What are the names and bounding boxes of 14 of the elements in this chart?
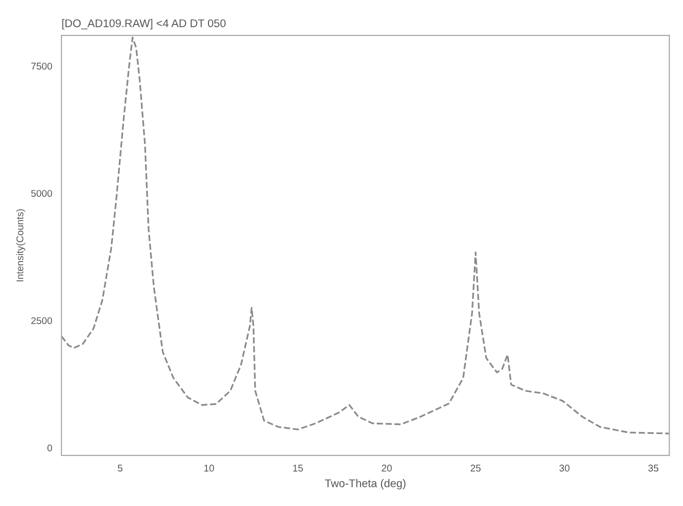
x-tick-label: 30: [559, 464, 570, 472]
x-tick-label: 10: [204, 464, 214, 472]
chart-title: [DO_AD109.RAW] <4 AD DT 050: [62, 19, 226, 30]
x-tick-label: 25: [470, 464, 481, 472]
y-axis-title: Intensity(Counts): [16, 209, 26, 282]
x-tick-label: 35: [648, 464, 658, 472]
y-tick-label: 7500: [31, 62, 52, 70]
y-tick-label: 0: [47, 444, 52, 452]
x-tick-label: 15: [293, 464, 303, 472]
x-tick-label: 20: [382, 464, 392, 472]
y-tick-label: 2500: [31, 317, 52, 324]
x-axis-title: Two-Theta (deg): [324, 479, 406, 490]
x-tick-label: 5: [118, 464, 122, 472]
y-tick-label: 5000: [31, 190, 52, 197]
